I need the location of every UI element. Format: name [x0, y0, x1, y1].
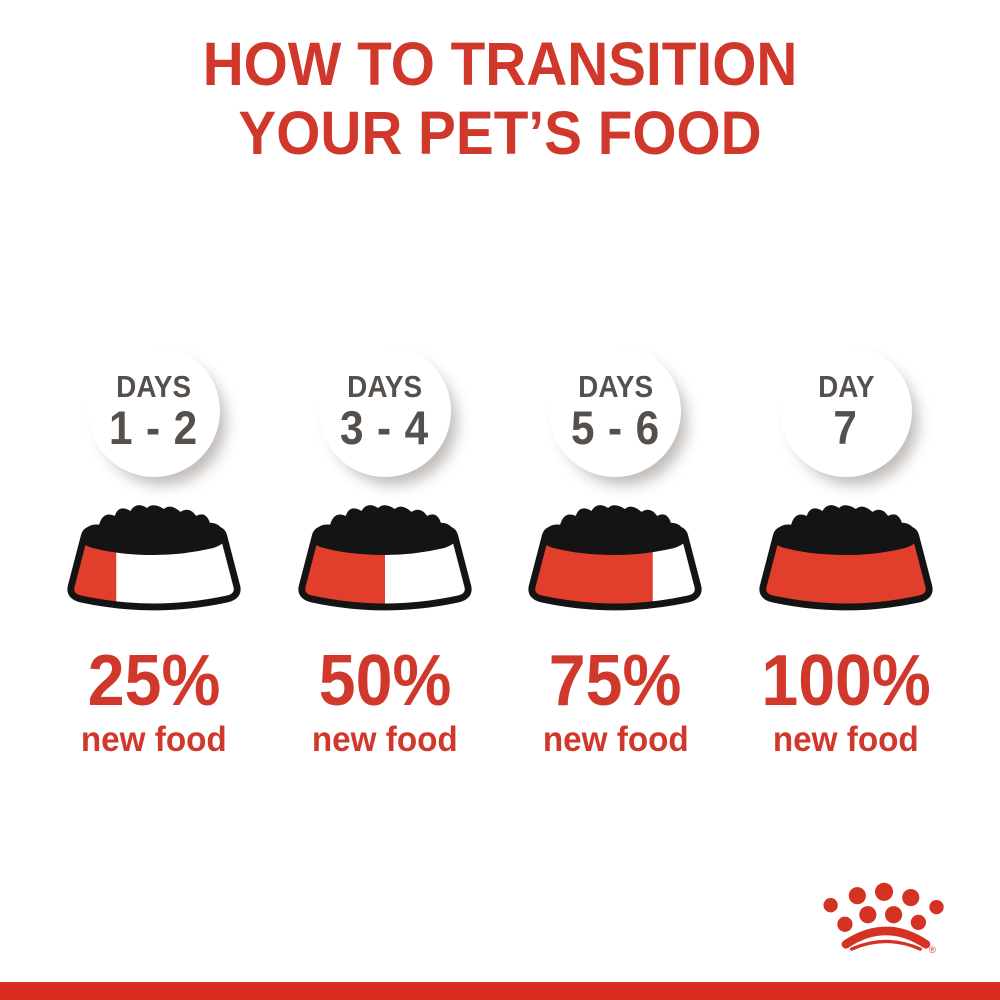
- day-badge: DAY 7: [779, 345, 912, 477]
- day-label: DAY: [817, 368, 875, 404]
- day-badge: DAYS 5 - 6: [549, 345, 682, 477]
- title-line-1: HOW TO TRANSITION: [202, 30, 798, 98]
- day-label: DAYS: [577, 368, 653, 404]
- percent-new-food: 75%: [549, 641, 682, 721]
- transition-step-4: DAY 7 100% new food: [737, 345, 955, 759]
- day-range: 3 - 4: [340, 400, 430, 454]
- day-range: 1 - 2: [109, 400, 199, 454]
- footer-red-bar: [0, 982, 1000, 1000]
- day-label: DAYS: [347, 368, 423, 404]
- transition-step-1: DAYS 1 - 2 25% new food: [45, 345, 263, 759]
- new-food-label: new food: [542, 720, 689, 759]
- page-title: HOW TO TRANSITION YOUR PET’S FOOD: [35, 30, 965, 168]
- day-range: 7: [833, 400, 859, 454]
- title-line-2: YOUR PET’S FOOD: [238, 99, 762, 167]
- transition-steps: DAYS 1 - 2 25% new food DAYS 3 - 4 50% n…: [0, 345, 1000, 759]
- registered-mark: ®: [929, 945, 936, 956]
- day-badge: DAYS 3 - 4: [318, 345, 451, 477]
- day-label: DAYS: [116, 368, 192, 404]
- royal-canin-crown-logo: ®: [823, 882, 944, 956]
- food-bowl-icon: [298, 505, 472, 611]
- day-range: 5 - 6: [570, 400, 660, 454]
- food-bowl-icon: [528, 505, 702, 611]
- percent-new-food: 100%: [761, 641, 931, 721]
- percent-new-food: 25%: [87, 641, 221, 721]
- transition-step-3: DAYS 5 - 6 75% new food: [506, 345, 724, 759]
- food-bowl-icon: [67, 505, 241, 611]
- transition-step-2: DAYS 3 - 4 50% new food: [276, 345, 494, 759]
- new-food-label: new food: [311, 720, 458, 759]
- percent-new-food: 50%: [318, 641, 451, 721]
- day-badge: DAYS 1 - 2: [88, 345, 220, 477]
- new-food-label: new food: [773, 720, 919, 759]
- food-bowl-icon: [759, 505, 933, 611]
- new-food-label: new food: [81, 720, 227, 759]
